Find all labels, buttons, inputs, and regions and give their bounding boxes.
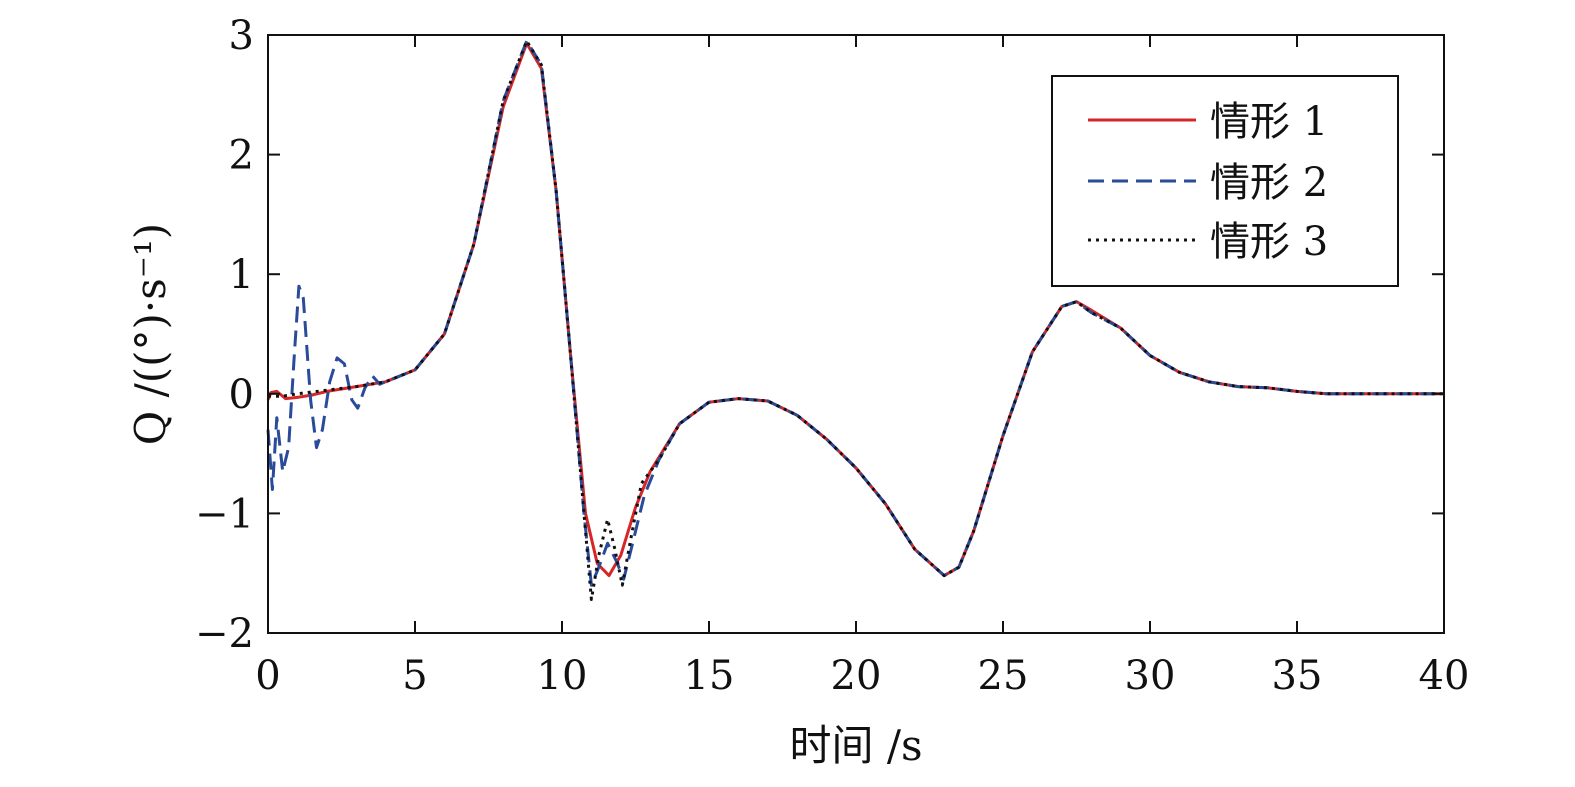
legend: 情形 1 情形 2 情形 3: [1051, 75, 1399, 287]
legend-label-1: 情形 1: [1210, 99, 1328, 145]
y-tick-label: −2: [195, 611, 254, 657]
legend-entries: 情形 1 情形 2 情形 3: [1088, 99, 1328, 265]
x-tick-label: 30: [1125, 653, 1176, 699]
x-tick-label: 40: [1419, 653, 1470, 699]
x-tick-label: 5: [402, 653, 427, 699]
y-tick-label: −1: [195, 491, 254, 537]
x-tick-label: 25: [978, 653, 1029, 699]
x-tick-label: 35: [1272, 653, 1323, 699]
x-axis-label: 时间 /s: [789, 721, 922, 770]
x-tick-label: 10: [537, 653, 588, 699]
legend-label-3: 情形 3: [1210, 219, 1328, 265]
y-tick-label: 2: [229, 133, 254, 179]
legend-box: [1051, 75, 1399, 287]
series-line-2: [266, 39, 1444, 587]
x-axis: 0 5 10 15 20 25 30 35 40: [255, 35, 1469, 699]
x-tick-label: 15: [684, 653, 735, 699]
y-axis-label: Q /((°)·s⁻¹): [126, 223, 175, 445]
y-tick-label: 0: [229, 372, 254, 418]
y-tick-label: 1: [229, 252, 254, 298]
x-tick-label: 0: [255, 653, 280, 699]
legend-label-2: 情形 2: [1210, 160, 1328, 206]
y-tick-label: 3: [229, 13, 254, 59]
plot-lines: [266, 39, 1444, 601]
x-tick-label: 20: [831, 653, 882, 699]
y-axis: −2 −1 0 1 2 3: [195, 13, 1444, 657]
